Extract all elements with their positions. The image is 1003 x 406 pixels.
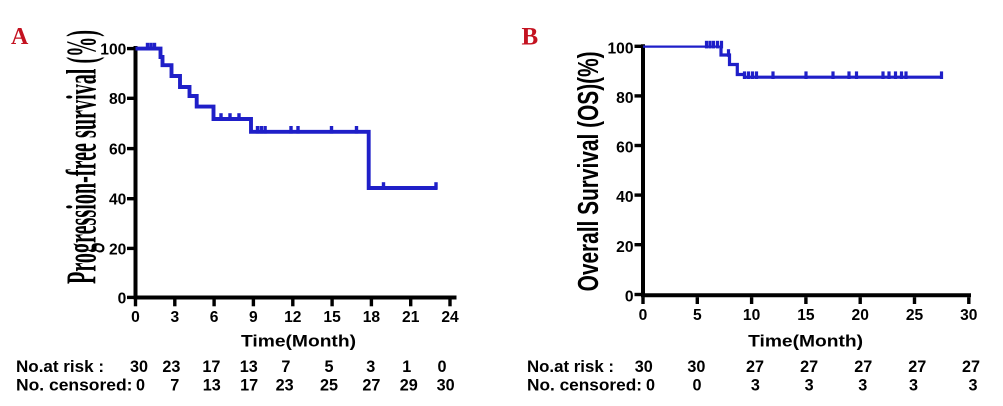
svg-text:27: 27 (800, 358, 818, 376)
svg-text:9: 9 (249, 309, 258, 326)
svg-text:0: 0 (639, 307, 648, 324)
svg-text:27: 27 (854, 358, 872, 376)
svg-text:20: 20 (109, 241, 127, 258)
svg-text:30: 30 (130, 358, 148, 376)
svg-text:0: 0 (692, 377, 701, 395)
svg-text:A: A (11, 24, 29, 50)
svg-text:No. censored:: No. censored: (16, 377, 133, 395)
svg-text:17: 17 (240, 377, 258, 395)
svg-text:80: 80 (109, 91, 127, 108)
svg-text:18: 18 (363, 309, 381, 326)
svg-text:27: 27 (362, 377, 380, 395)
svg-text:7: 7 (170, 377, 179, 395)
svg-text:7: 7 (281, 358, 290, 376)
svg-text:6: 6 (210, 309, 219, 326)
svg-text:30: 30 (960, 307, 978, 324)
svg-text:13: 13 (203, 377, 221, 395)
svg-text:24: 24 (441, 309, 459, 326)
svg-text:B: B (522, 24, 539, 51)
svg-text:60: 60 (109, 142, 127, 159)
svg-text:25: 25 (906, 307, 924, 324)
svg-text:60: 60 (616, 140, 634, 157)
svg-text:20: 20 (852, 307, 870, 324)
svg-text:0: 0 (646, 377, 655, 395)
svg-text:13: 13 (240, 358, 258, 376)
svg-text:80: 80 (616, 90, 634, 107)
svg-text:40: 40 (616, 189, 634, 206)
svg-text:0: 0 (625, 289, 634, 306)
svg-text:21: 21 (402, 309, 420, 326)
svg-text:17: 17 (202, 358, 220, 376)
svg-text:27: 27 (746, 358, 764, 376)
svg-text:Overall Survival (OS)(%): Overall Survival (OS)(%) (574, 51, 605, 291)
svg-text:30: 30 (635, 358, 653, 376)
svg-text:No. censored:: No. censored: (527, 377, 642, 395)
svg-text:15: 15 (323, 309, 341, 326)
svg-text:3: 3 (858, 377, 867, 395)
svg-text:10: 10 (743, 307, 761, 324)
svg-text:5: 5 (324, 358, 333, 376)
svg-text:1: 1 (402, 358, 411, 376)
svg-text:0: 0 (437, 358, 446, 376)
svg-text:3: 3 (805, 377, 814, 395)
svg-text:0: 0 (118, 290, 127, 307)
svg-text:Progression-free survival (%): Progression-free survival (%) (58, 30, 105, 284)
svg-text:100: 100 (607, 40, 633, 57)
svg-text:23: 23 (276, 377, 294, 395)
svg-text:Time(Month): Time(Month) (241, 332, 356, 351)
svg-text:No.at risk :: No.at risk : (527, 358, 614, 376)
svg-text:23: 23 (162, 358, 180, 376)
svg-text:30: 30 (687, 358, 705, 376)
svg-text:No.at risk :: No.at risk : (16, 358, 104, 376)
svg-text:12: 12 (284, 309, 302, 326)
svg-text:3: 3 (366, 358, 375, 376)
svg-text:30: 30 (437, 377, 455, 395)
svg-text:3: 3 (751, 377, 760, 395)
svg-text:Time(Month): Time(Month) (748, 332, 863, 351)
svg-text:3: 3 (968, 377, 977, 395)
svg-text:5: 5 (693, 307, 702, 324)
svg-text:40: 40 (109, 192, 127, 209)
svg-text:29: 29 (400, 377, 418, 395)
svg-text:100: 100 (100, 42, 126, 59)
svg-text:25: 25 (320, 377, 338, 395)
svg-text:15: 15 (797, 307, 815, 324)
svg-text:20: 20 (616, 239, 634, 256)
svg-text:27: 27 (962, 358, 980, 376)
svg-text:3: 3 (170, 309, 179, 326)
svg-text:0: 0 (136, 377, 145, 395)
svg-text:0: 0 (131, 309, 140, 326)
svg-text:3: 3 (909, 377, 918, 395)
svg-text:27: 27 (908, 358, 926, 376)
